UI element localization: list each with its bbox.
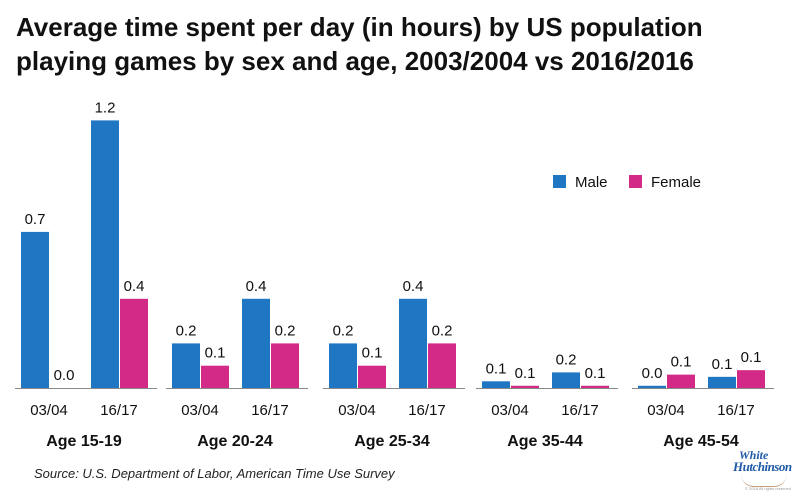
bar-male <box>91 120 119 389</box>
bar-male <box>399 298 427 388</box>
source-note: Source: U.S. Department of Labor, Americ… <box>34 466 395 481</box>
legend-label-female: Female <box>651 174 701 191</box>
bar-male <box>482 381 510 388</box>
data-label-male: 1.2 <box>95 99 116 116</box>
bar-female <box>271 343 299 388</box>
data-label-female: 0.2 <box>432 322 453 339</box>
group-label: Age 45-54 <box>663 433 739 450</box>
data-label-female: 0.4 <box>124 278 145 295</box>
bar-male <box>242 298 270 388</box>
data-label-male: 0.1 <box>486 360 507 377</box>
legend-swatch-male <box>553 175 566 188</box>
bar-male <box>708 376 736 388</box>
period-label: 03/04 <box>647 402 685 419</box>
bar-female <box>581 385 609 388</box>
bar-male <box>638 385 666 388</box>
data-label-male: 0.4 <box>403 278 424 295</box>
bar-female <box>737 370 765 388</box>
period-label: 16/17 <box>561 402 599 419</box>
period-label: 16/17 <box>717 402 755 419</box>
bar-female <box>120 298 148 388</box>
data-label-female: 0.0 <box>54 367 75 384</box>
bar-female <box>428 343 456 388</box>
data-label-female: 0.1 <box>671 354 692 371</box>
logo-text-hutchinson: Hutchinson <box>733 459 792 474</box>
logo-arc <box>741 474 787 487</box>
group-label: Age 20-24 <box>197 433 273 450</box>
period-label: 03/04 <box>491 402 529 419</box>
legend-swatch-female <box>629 175 642 188</box>
data-label-female: 0.1 <box>515 365 536 382</box>
period-label: 16/17 <box>408 402 446 419</box>
group-label: Age 25-34 <box>354 433 430 450</box>
group-label: Age 35-44 <box>507 433 583 450</box>
bar-male <box>329 343 357 388</box>
period-label: 03/04 <box>181 402 219 419</box>
data-label-male: 0.4 <box>246 278 267 295</box>
data-label-female: 0.1 <box>585 365 606 382</box>
period-label: 16/17 <box>100 402 138 419</box>
bar-male <box>21 231 49 388</box>
group-label: Age 15-19 <box>46 433 122 450</box>
logo-copyright: © 2018 All rights reserved <box>745 486 791 491</box>
data-label-male: 0.2 <box>333 322 354 339</box>
data-label-male: 0.2 <box>176 322 197 339</box>
data-label-male: 0.7 <box>25 211 46 228</box>
chart-title-line-1: Average time spent per day (in hours) by… <box>16 12 703 42</box>
data-label-male: 0.1 <box>712 356 733 373</box>
logo-text-white: White <box>739 448 769 462</box>
data-label-female: 0.1 <box>362 345 383 362</box>
bar-female <box>201 365 229 388</box>
chart-title-line-2: playing games by sex and age, 2003/2004 … <box>16 46 694 76</box>
period-label: 16/17 <box>251 402 289 419</box>
white-hutchinson-logo: White Hutchinson © 2018 All rights reser… <box>733 446 793 492</box>
bar-female <box>667 374 695 388</box>
chart-title: Average time spent per day (in hours) by… <box>16 10 786 78</box>
data-label-female: 0.2 <box>275 322 296 339</box>
period-label: 03/04 <box>30 402 68 419</box>
data-label-female: 0.1 <box>205 345 226 362</box>
period-label: 03/04 <box>338 402 376 419</box>
bar-male <box>552 372 580 388</box>
bar-female <box>358 365 386 388</box>
legend-label-male: Male <box>575 174 608 191</box>
bar-female <box>511 385 539 388</box>
data-label-male: 0.0 <box>642 365 663 382</box>
bar-male <box>172 343 200 388</box>
data-label-female: 0.1 <box>741 349 762 366</box>
data-label-male: 0.2 <box>556 351 577 368</box>
